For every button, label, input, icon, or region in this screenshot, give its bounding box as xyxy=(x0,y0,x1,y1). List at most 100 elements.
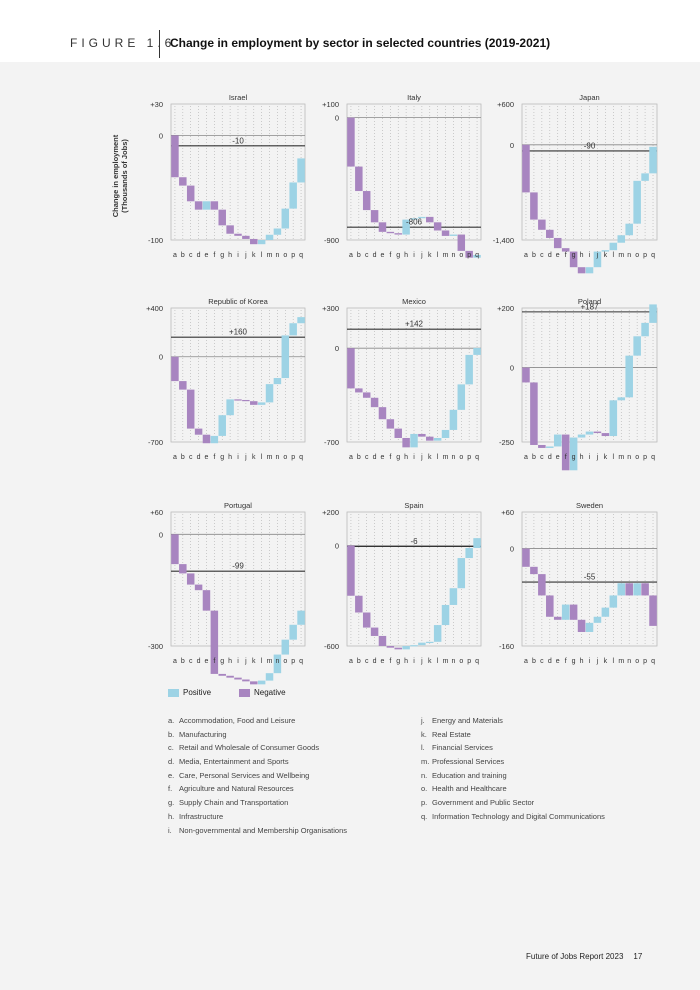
waterfall-bar xyxy=(202,590,211,611)
x-tick-label: d xyxy=(197,454,201,461)
sector-item: k. Real Estate xyxy=(421,729,471,739)
waterfall-bar xyxy=(370,627,379,636)
waterfall-bar xyxy=(171,534,179,565)
waterfall-bar xyxy=(625,223,633,236)
waterfall-bar xyxy=(265,234,274,240)
x-tick-label: i xyxy=(413,658,415,665)
waterfall-bar xyxy=(569,251,578,268)
waterfall-bar xyxy=(585,267,594,274)
x-tick-label: p xyxy=(467,658,471,665)
sector-item: b. Manufacturing xyxy=(168,729,227,739)
x-tick-label: m xyxy=(267,252,273,259)
waterfall-bar xyxy=(449,588,458,605)
chart-title: Israel xyxy=(229,93,248,102)
x-tick-label: n xyxy=(451,454,455,461)
waterfall-bar xyxy=(433,625,442,642)
waterfall-bar xyxy=(561,604,570,620)
sector-item: p. Government and Public Sector xyxy=(421,798,535,808)
waterfall-bar xyxy=(601,607,610,617)
x-tick-label: a xyxy=(349,454,353,461)
waterfall-bar xyxy=(577,267,586,274)
waterfall-bar xyxy=(418,216,426,219)
waterfall-bar xyxy=(273,228,282,235)
waterfall-bar xyxy=(441,230,450,236)
waterfall-bar xyxy=(617,235,626,243)
waterfall-bar xyxy=(402,646,410,650)
waterfall-bar xyxy=(202,201,211,210)
x-tick-label: f xyxy=(565,252,567,259)
x-tick-label: m xyxy=(267,454,273,461)
waterfall-bar xyxy=(546,446,554,448)
y-tick-label: 0 xyxy=(335,344,339,353)
x-tick-label: m xyxy=(618,252,624,259)
y-axis-label: Change in employment (Thousands of Jobs) xyxy=(111,134,129,217)
x-tick-label: b xyxy=(181,252,185,259)
x-tick-label: g xyxy=(572,252,576,259)
waterfall-bar xyxy=(473,538,481,549)
x-tick-label: f xyxy=(213,454,215,461)
waterfall-bar xyxy=(179,177,187,186)
y-tick-label: -250 xyxy=(499,438,514,447)
x-tick-label: b xyxy=(357,252,361,259)
y-tick-label: -600 xyxy=(324,642,339,651)
waterfall-bar xyxy=(257,680,266,685)
x-tick-label: f xyxy=(389,252,391,259)
waterfall-bar xyxy=(530,566,538,575)
x-tick-label: i xyxy=(237,454,239,461)
sector-item: f. Agriculture and Natural Resources xyxy=(168,784,294,794)
x-tick-label: a xyxy=(524,252,528,259)
legend-negative: Negative xyxy=(239,688,286,697)
waterfall-bar xyxy=(633,180,641,224)
x-tick-label: i xyxy=(413,454,415,461)
waterfall-bar xyxy=(171,356,179,382)
x-tick-label: e xyxy=(205,454,209,461)
waterfall-bar xyxy=(449,234,458,236)
chart-title: Mexico xyxy=(402,297,426,306)
x-tick-label: e xyxy=(205,658,209,665)
waterfall-bar xyxy=(585,431,594,435)
x-tick-label: j xyxy=(244,658,247,665)
waterfall-bar xyxy=(410,645,418,647)
chart-title: Poland xyxy=(578,297,601,306)
total-label: -10 xyxy=(232,136,244,145)
x-tick-label: b xyxy=(532,454,536,461)
legend-positive: Positive xyxy=(168,688,211,697)
waterfall-bar xyxy=(617,397,626,401)
x-tick-label: c xyxy=(365,252,369,259)
x-tick-label: p xyxy=(291,658,295,665)
waterfall-bar xyxy=(433,437,442,441)
waterfall-bar xyxy=(370,210,379,223)
sector-list-right: j. Energy and Materials k. Real Estate l. F… xyxy=(421,714,671,824)
x-tick-label: a xyxy=(173,658,177,665)
waterfall-bar xyxy=(473,347,481,355)
x-tick-label: c xyxy=(540,454,544,461)
waterfall-bar xyxy=(441,429,450,438)
waterfall-bar xyxy=(297,610,305,625)
sector-item: j. Energy and Materials xyxy=(421,716,503,725)
y-tick-label: 0 xyxy=(510,545,514,554)
x-tick-label: f xyxy=(213,252,215,259)
y-tick-label: 0 xyxy=(159,353,163,362)
waterfall-bar xyxy=(265,673,274,681)
waterfall-bar xyxy=(522,548,530,567)
legend-negative-swatch xyxy=(239,688,250,697)
x-tick-label: m xyxy=(618,658,624,665)
waterfall-bar xyxy=(609,242,618,251)
chart-panel: -55 Sweden +60 0 -160 a b c d e f g h i j k l m n o p q xyxy=(499,501,658,665)
y-tick-label: +300 xyxy=(322,304,339,313)
waterfall-bar xyxy=(250,401,258,405)
chart-panel: -90 Japan +600 0 -1,400 a b c d e f g h i j k l m n o p q xyxy=(493,93,658,274)
waterfall-bar xyxy=(601,433,610,437)
x-tick-label: n xyxy=(627,454,631,461)
waterfall-bar xyxy=(210,435,219,444)
y-axis-label-line-1: Change in employment xyxy=(111,134,120,217)
waterfall-bar xyxy=(202,434,211,444)
waterfall-bar xyxy=(593,251,602,268)
x-tick-label: a xyxy=(349,252,353,259)
waterfall-bar xyxy=(186,185,195,202)
x-tick-label: q xyxy=(651,454,655,461)
waterfall-bar xyxy=(641,173,649,181)
waterfall-bar xyxy=(242,679,250,682)
x-tick-label: i xyxy=(413,252,415,259)
x-tick-label: l xyxy=(437,454,439,461)
